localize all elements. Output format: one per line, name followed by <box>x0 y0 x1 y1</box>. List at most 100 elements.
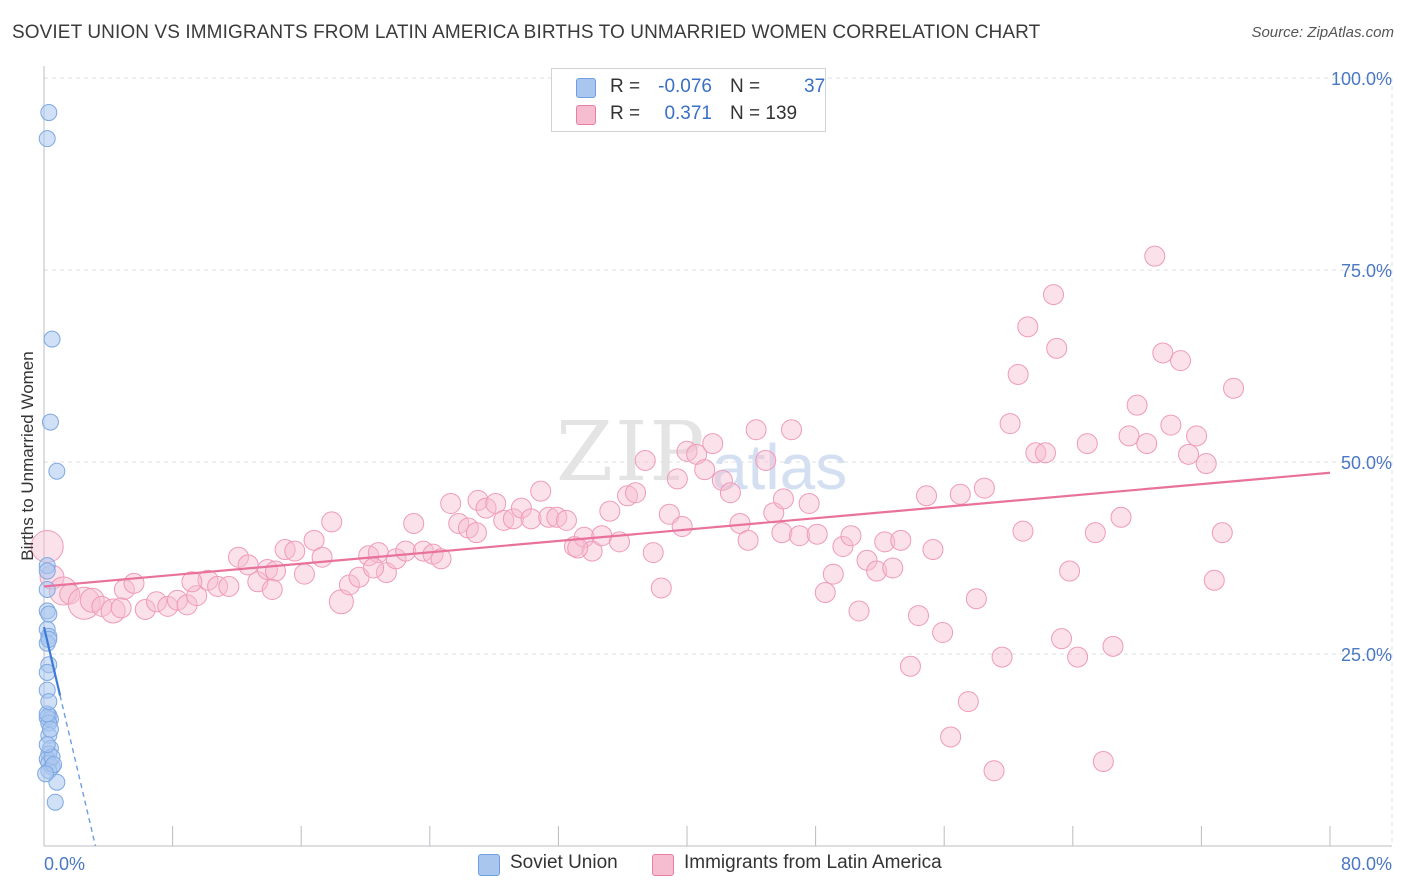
latin-point <box>666 468 688 490</box>
soviet-swatch <box>478 854 500 876</box>
latin-point <box>780 419 802 441</box>
latin-legend-label: Immigrants from Latin America <box>684 852 942 873</box>
latin-point <box>625 482 647 504</box>
legend-n-label: N = <box>730 76 761 97</box>
latin-point <box>634 449 656 471</box>
latin-point <box>1017 316 1039 338</box>
chart-title: SOVIET UNION VS IMMIGRANTS FROM LATIN AM… <box>12 22 1041 43</box>
latin-point <box>999 413 1021 435</box>
latin-point <box>1223 377 1245 399</box>
latin-point <box>899 655 921 677</box>
source-label: Source: ZipAtlas.com <box>1251 24 1394 41</box>
soviet-point <box>41 720 59 738</box>
latin-point <box>284 540 306 562</box>
latin-point <box>79 587 105 613</box>
latin-point <box>395 540 417 562</box>
soviet-point <box>48 773 66 791</box>
latin-point <box>772 488 794 510</box>
latin-point <box>264 560 286 582</box>
latin-point <box>538 506 560 528</box>
latin-point <box>1046 337 1068 359</box>
latin-point <box>261 578 283 600</box>
latin-point <box>567 537 589 559</box>
latin-point <box>599 500 621 522</box>
latin-point <box>1051 628 1073 650</box>
latin-point <box>555 509 577 531</box>
legend-row-soviet: R = -0.076 N = 37 <box>552 74 825 100</box>
latin-point <box>448 512 470 534</box>
latin-point <box>502 508 524 530</box>
axis-labels: 25.0% 50.0% 75.0% 100.0% 0.0% 80.0% Births to … <box>18 69 1392 874</box>
latin-point <box>430 548 452 570</box>
latin-point <box>485 492 507 514</box>
latin-point <box>1012 520 1034 542</box>
latin-point <box>882 557 904 579</box>
correlation-legend: R = -0.076 N = 37 R = 0.371 N = 139 <box>551 68 826 132</box>
latin-point <box>186 585 208 607</box>
latin-point <box>771 522 793 544</box>
latin-point <box>328 589 354 615</box>
y-tick-label: 100.0% <box>1331 69 1392 89</box>
latin-point <box>67 586 101 620</box>
latin-point <box>1059 560 1081 582</box>
latin-point <box>866 560 888 582</box>
x-tick-label: 0.0% <box>44 854 85 874</box>
latin-point <box>134 598 156 620</box>
latin-point <box>1034 442 1056 464</box>
latin-point <box>467 489 489 511</box>
latin-point <box>907 605 929 627</box>
legend-n-value: 37 <box>804 76 826 97</box>
soviet-point <box>38 736 56 754</box>
latin-point <box>719 482 741 504</box>
watermark-atlas: atlas <box>712 431 848 503</box>
latin-swatch <box>652 854 674 876</box>
latin-point <box>1178 443 1200 465</box>
latin-point <box>874 531 896 553</box>
latin-point <box>949 483 971 505</box>
soviet-point <box>38 580 56 598</box>
latin-point <box>916 485 938 507</box>
latin-point <box>671 516 693 538</box>
legend-row-latin: R = 0.371 N = 139 <box>552 101 825 127</box>
latin-point <box>991 646 1013 668</box>
latin-point <box>965 588 987 610</box>
latin-point <box>642 542 664 564</box>
legend-r-value: 0.371 <box>664 103 712 124</box>
latin-point <box>1067 646 1089 668</box>
latin-point <box>840 525 862 547</box>
latin-point <box>363 557 385 579</box>
latin-point <box>1110 506 1132 528</box>
latin-point <box>1144 245 1166 267</box>
latin-point <box>890 529 912 551</box>
y-tick-label: 25.0% <box>1341 645 1392 665</box>
latin-point <box>1126 394 1148 416</box>
series-soviet-union <box>37 104 66 811</box>
soviet-point <box>40 605 58 623</box>
latin-point <box>256 559 278 581</box>
latin-point <box>694 459 716 481</box>
soviet-point <box>37 765 55 783</box>
soviet-point <box>41 413 59 431</box>
latin-point <box>658 503 680 525</box>
latin-trend-line <box>43 471 1331 588</box>
latin-point <box>403 512 425 534</box>
latin-point <box>848 600 870 622</box>
latin-point <box>1136 433 1158 455</box>
soviet-legend-label: Soviet Union <box>510 852 618 873</box>
latin-point <box>293 563 315 585</box>
latin-point <box>110 597 132 619</box>
soviet-point <box>46 793 64 811</box>
latin-point <box>146 591 168 613</box>
latin-point <box>440 492 462 514</box>
latin-point <box>530 480 552 502</box>
latin-point <box>1007 363 1029 385</box>
latin-point <box>1152 342 1174 364</box>
latin-point <box>465 522 487 544</box>
y-tick-label: 50.0% <box>1341 453 1392 473</box>
latin-point <box>617 485 639 507</box>
latin-point <box>218 575 240 597</box>
soviet-point <box>38 562 56 580</box>
latin-point <box>1076 433 1098 455</box>
latin-point <box>303 529 325 551</box>
